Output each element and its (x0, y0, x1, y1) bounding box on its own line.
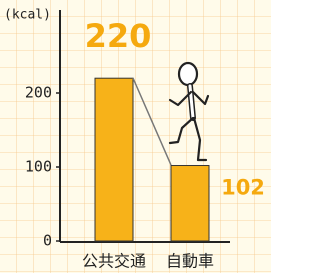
y-tick-label: 0 (43, 232, 52, 250)
bar (95, 78, 133, 241)
value-label: 102 (221, 176, 265, 200)
x-tick-label: 自動車 (166, 252, 214, 271)
x-tick-label: 公共交通 (82, 252, 146, 271)
y-tick-label: 100 (25, 158, 52, 176)
value-label: 220 (85, 17, 152, 55)
chart: (kcal) 0 100 200 公共交通 220 自動車 102 (0, 0, 271, 273)
y-axis-label: (kcal) (4, 8, 51, 23)
bar (171, 166, 209, 241)
y-tick-label: 200 (25, 84, 52, 102)
